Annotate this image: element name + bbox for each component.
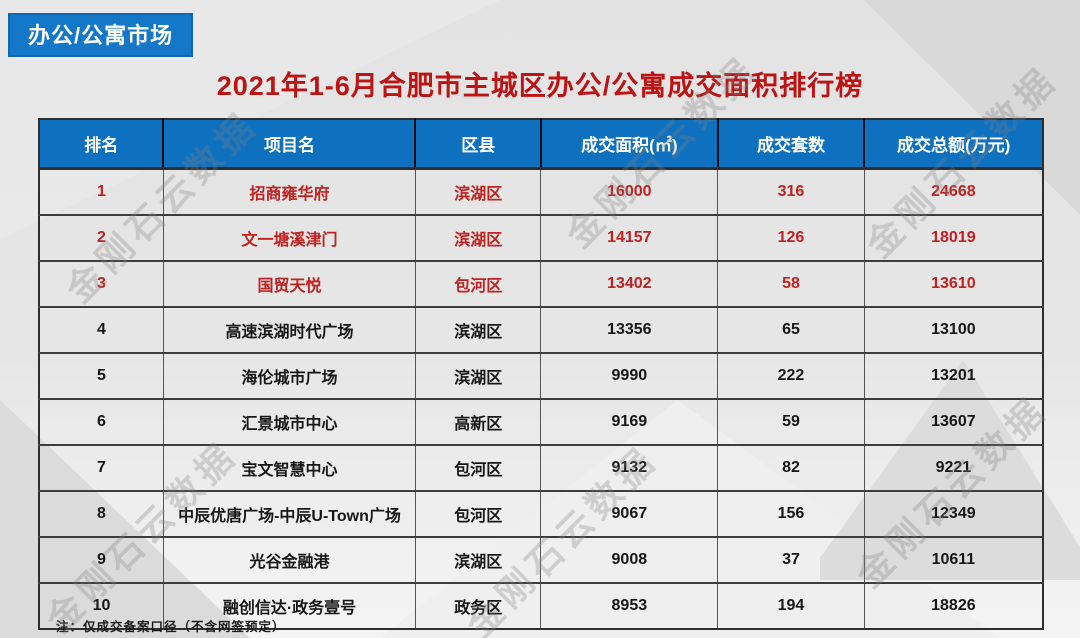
table-row: 9 光谷金融港 滨湖区 9008 37 10611	[39, 536, 1043, 583]
cell-district: 包河区	[414, 444, 541, 491]
cell-area: 9067	[540, 490, 718, 537]
footnote: 注：仅成交备案口径（不含网签预定）	[56, 620, 286, 634]
cell-district: 政务区	[414, 582, 541, 629]
table-row: 3 国贸天悦 包河区 13402 58 13610	[39, 260, 1043, 307]
cell-district: 滨湖区	[414, 214, 541, 261]
cell-total: 9221	[863, 444, 1043, 491]
cell-district: 滨湖区	[414, 306, 541, 353]
column-header-1: 项目名	[162, 119, 416, 170]
cell-rank: 9	[39, 536, 164, 583]
cell-project: 文一塘溪津门	[162, 214, 416, 261]
cell-total: 13607	[863, 398, 1043, 445]
table-header-row: 排名 项目名 区县 成交面积(㎡) 成交套数 成交总额(万元)	[39, 119, 1043, 170]
cell-project: 高速滨湖时代广场	[162, 306, 416, 353]
cell-project: 招商雍华府	[162, 167, 416, 215]
cell-project: 国贸天悦	[162, 260, 416, 307]
cell-area: 8953	[540, 582, 718, 629]
cell-total: 13610	[863, 260, 1043, 307]
cell-total: 10611	[863, 536, 1043, 583]
cell-rank: 4	[39, 306, 164, 353]
cell-area: 9990	[540, 352, 718, 399]
cell-district: 滨湖区	[414, 352, 541, 399]
column-header-4: 成交套数	[716, 119, 865, 170]
cell-district: 包河区	[414, 490, 541, 537]
cell-project: 光谷金融港	[162, 536, 416, 583]
cell-area: 9169	[540, 398, 718, 445]
cell-district: 滨湖区	[414, 536, 541, 583]
table-header: 排名 项目名 区县 成交面积(㎡) 成交套数 成交总额(万元)	[39, 119, 1043, 170]
cell-units: 65	[717, 306, 865, 353]
cell-rank: 6	[39, 398, 164, 445]
cell-area: 9132	[540, 444, 718, 491]
cell-units: 59	[717, 398, 865, 445]
cell-units: 194	[717, 582, 865, 629]
cell-total: 13201	[863, 352, 1043, 399]
cell-area: 16000	[540, 167, 718, 215]
cell-area: 13402	[540, 260, 718, 307]
table-row: 1 招商雍华府 滨湖区 16000 316 24668	[39, 167, 1043, 215]
cell-rank: 5	[39, 352, 164, 399]
table-row: 8 中辰优唐广场-中辰U-Town广场 包河区 9067 156 12349	[39, 490, 1043, 537]
table-row: 6 汇景城市中心 高新区 9169 59 13607	[39, 398, 1043, 445]
cell-rank: 8	[39, 490, 164, 537]
cell-total: 24668	[863, 167, 1043, 215]
cell-units: 37	[717, 536, 865, 583]
cell-rank: 7	[39, 444, 164, 491]
page-title: 2021年1-6月合肥市主城区办公/公寓成交面积排行榜	[216, 71, 864, 101]
cell-project: 海伦城市广场	[162, 352, 416, 399]
table-row: 5 海伦城市广场 滨湖区 9990 222 13201	[39, 352, 1043, 399]
cell-district: 高新区	[414, 398, 541, 445]
cell-total: 18826	[863, 582, 1043, 629]
cell-rank: 1	[39, 167, 164, 215]
cell-project: 中辰优唐广场-中辰U-Town广场	[162, 490, 416, 537]
ranking-table: 排名 项目名 区县 成交面积(㎡) 成交套数 成交总额(万元) 1 招商雍华府 滨湖区 1600…	[38, 118, 1044, 630]
table-row: 4 高速滨湖时代广场 滨湖区 13356 65 13100	[39, 306, 1043, 353]
cell-units: 156	[717, 490, 865, 537]
cell-units: 126	[717, 214, 865, 261]
cell-units: 82	[717, 444, 865, 491]
cell-units: 222	[717, 352, 865, 399]
section-badge: 办公/公寓市场	[8, 13, 194, 57]
cell-total: 13100	[863, 306, 1043, 353]
cell-total: 18019	[863, 214, 1043, 261]
cell-district: 滨湖区	[414, 167, 541, 215]
table-row: 7 宝文智慧中心 包河区 9132 82 9221	[39, 444, 1043, 491]
cell-units: 316	[717, 167, 865, 215]
cell-units: 58	[717, 260, 865, 307]
column-header-3: 成交面积(㎡)	[539, 119, 718, 170]
column-header-2: 区县	[414, 119, 541, 170]
cell-rank: 2	[39, 214, 164, 261]
cell-area: 13356	[540, 306, 718, 353]
table-body: 1 招商雍华府 滨湖区 16000 316 24668 2 文一塘溪津门 滨湖区 14157 126…	[39, 167, 1043, 629]
column-header-5: 成交总额(万元)	[863, 119, 1043, 170]
cell-project: 宝文智慧中心	[162, 444, 416, 491]
cell-project: 汇景城市中心	[162, 398, 416, 445]
table-row: 2 文一塘溪津门 滨湖区 14157 126 18019	[39, 214, 1043, 261]
cell-area: 14157	[540, 214, 718, 261]
cell-area: 9008	[540, 536, 718, 583]
cell-total: 12349	[863, 490, 1043, 537]
cell-district: 包河区	[414, 260, 541, 307]
column-header-0: 排名	[39, 119, 164, 170]
cell-rank: 3	[39, 260, 164, 307]
